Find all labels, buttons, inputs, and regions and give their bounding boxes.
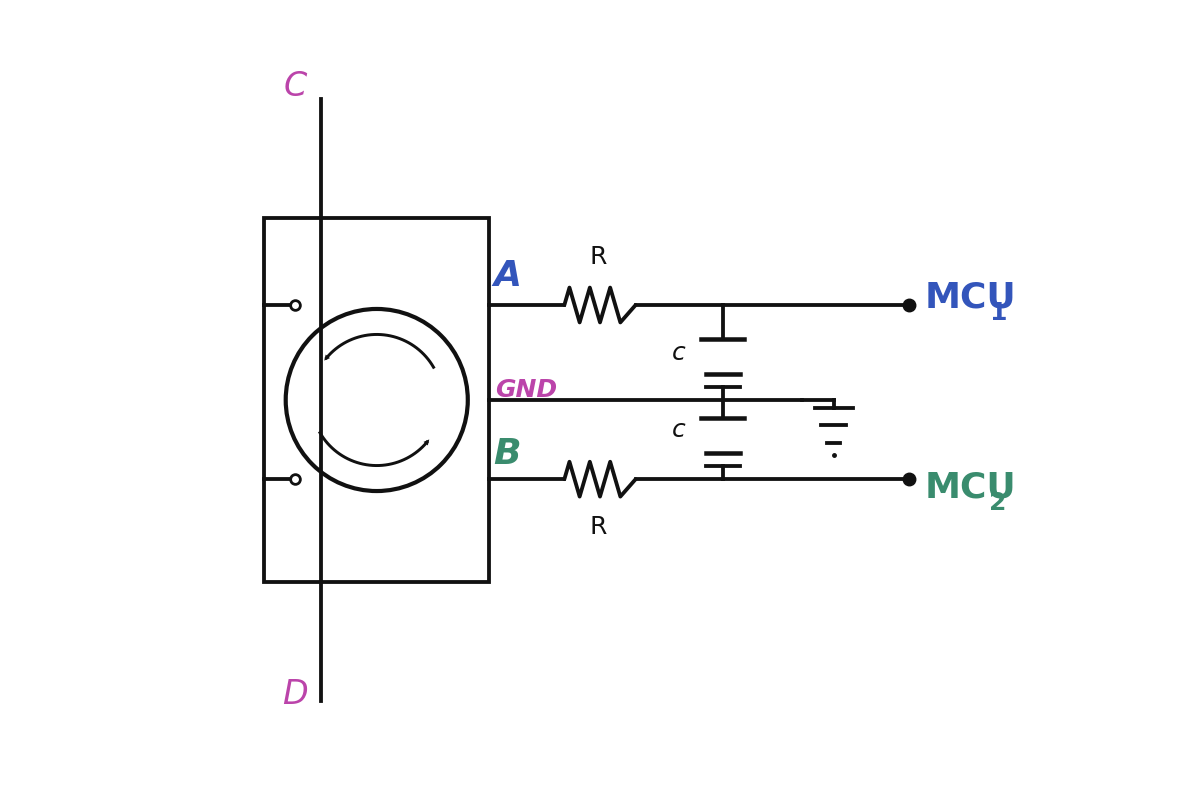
Text: R: R xyxy=(589,514,607,538)
Text: c: c xyxy=(672,418,685,442)
Text: 2: 2 xyxy=(990,491,1007,515)
Text: 1: 1 xyxy=(990,301,1007,325)
Circle shape xyxy=(286,309,468,491)
Text: MCU: MCU xyxy=(924,280,1016,314)
Bar xyxy=(264,218,490,582)
Text: GND: GND xyxy=(496,378,558,402)
Text: A: A xyxy=(493,259,521,293)
Text: MCU: MCU xyxy=(924,470,1016,504)
Text: c: c xyxy=(672,341,685,365)
Text: D: D xyxy=(282,678,308,711)
Text: B: B xyxy=(493,438,521,471)
Text: C: C xyxy=(283,70,307,103)
Text: R: R xyxy=(589,246,607,270)
